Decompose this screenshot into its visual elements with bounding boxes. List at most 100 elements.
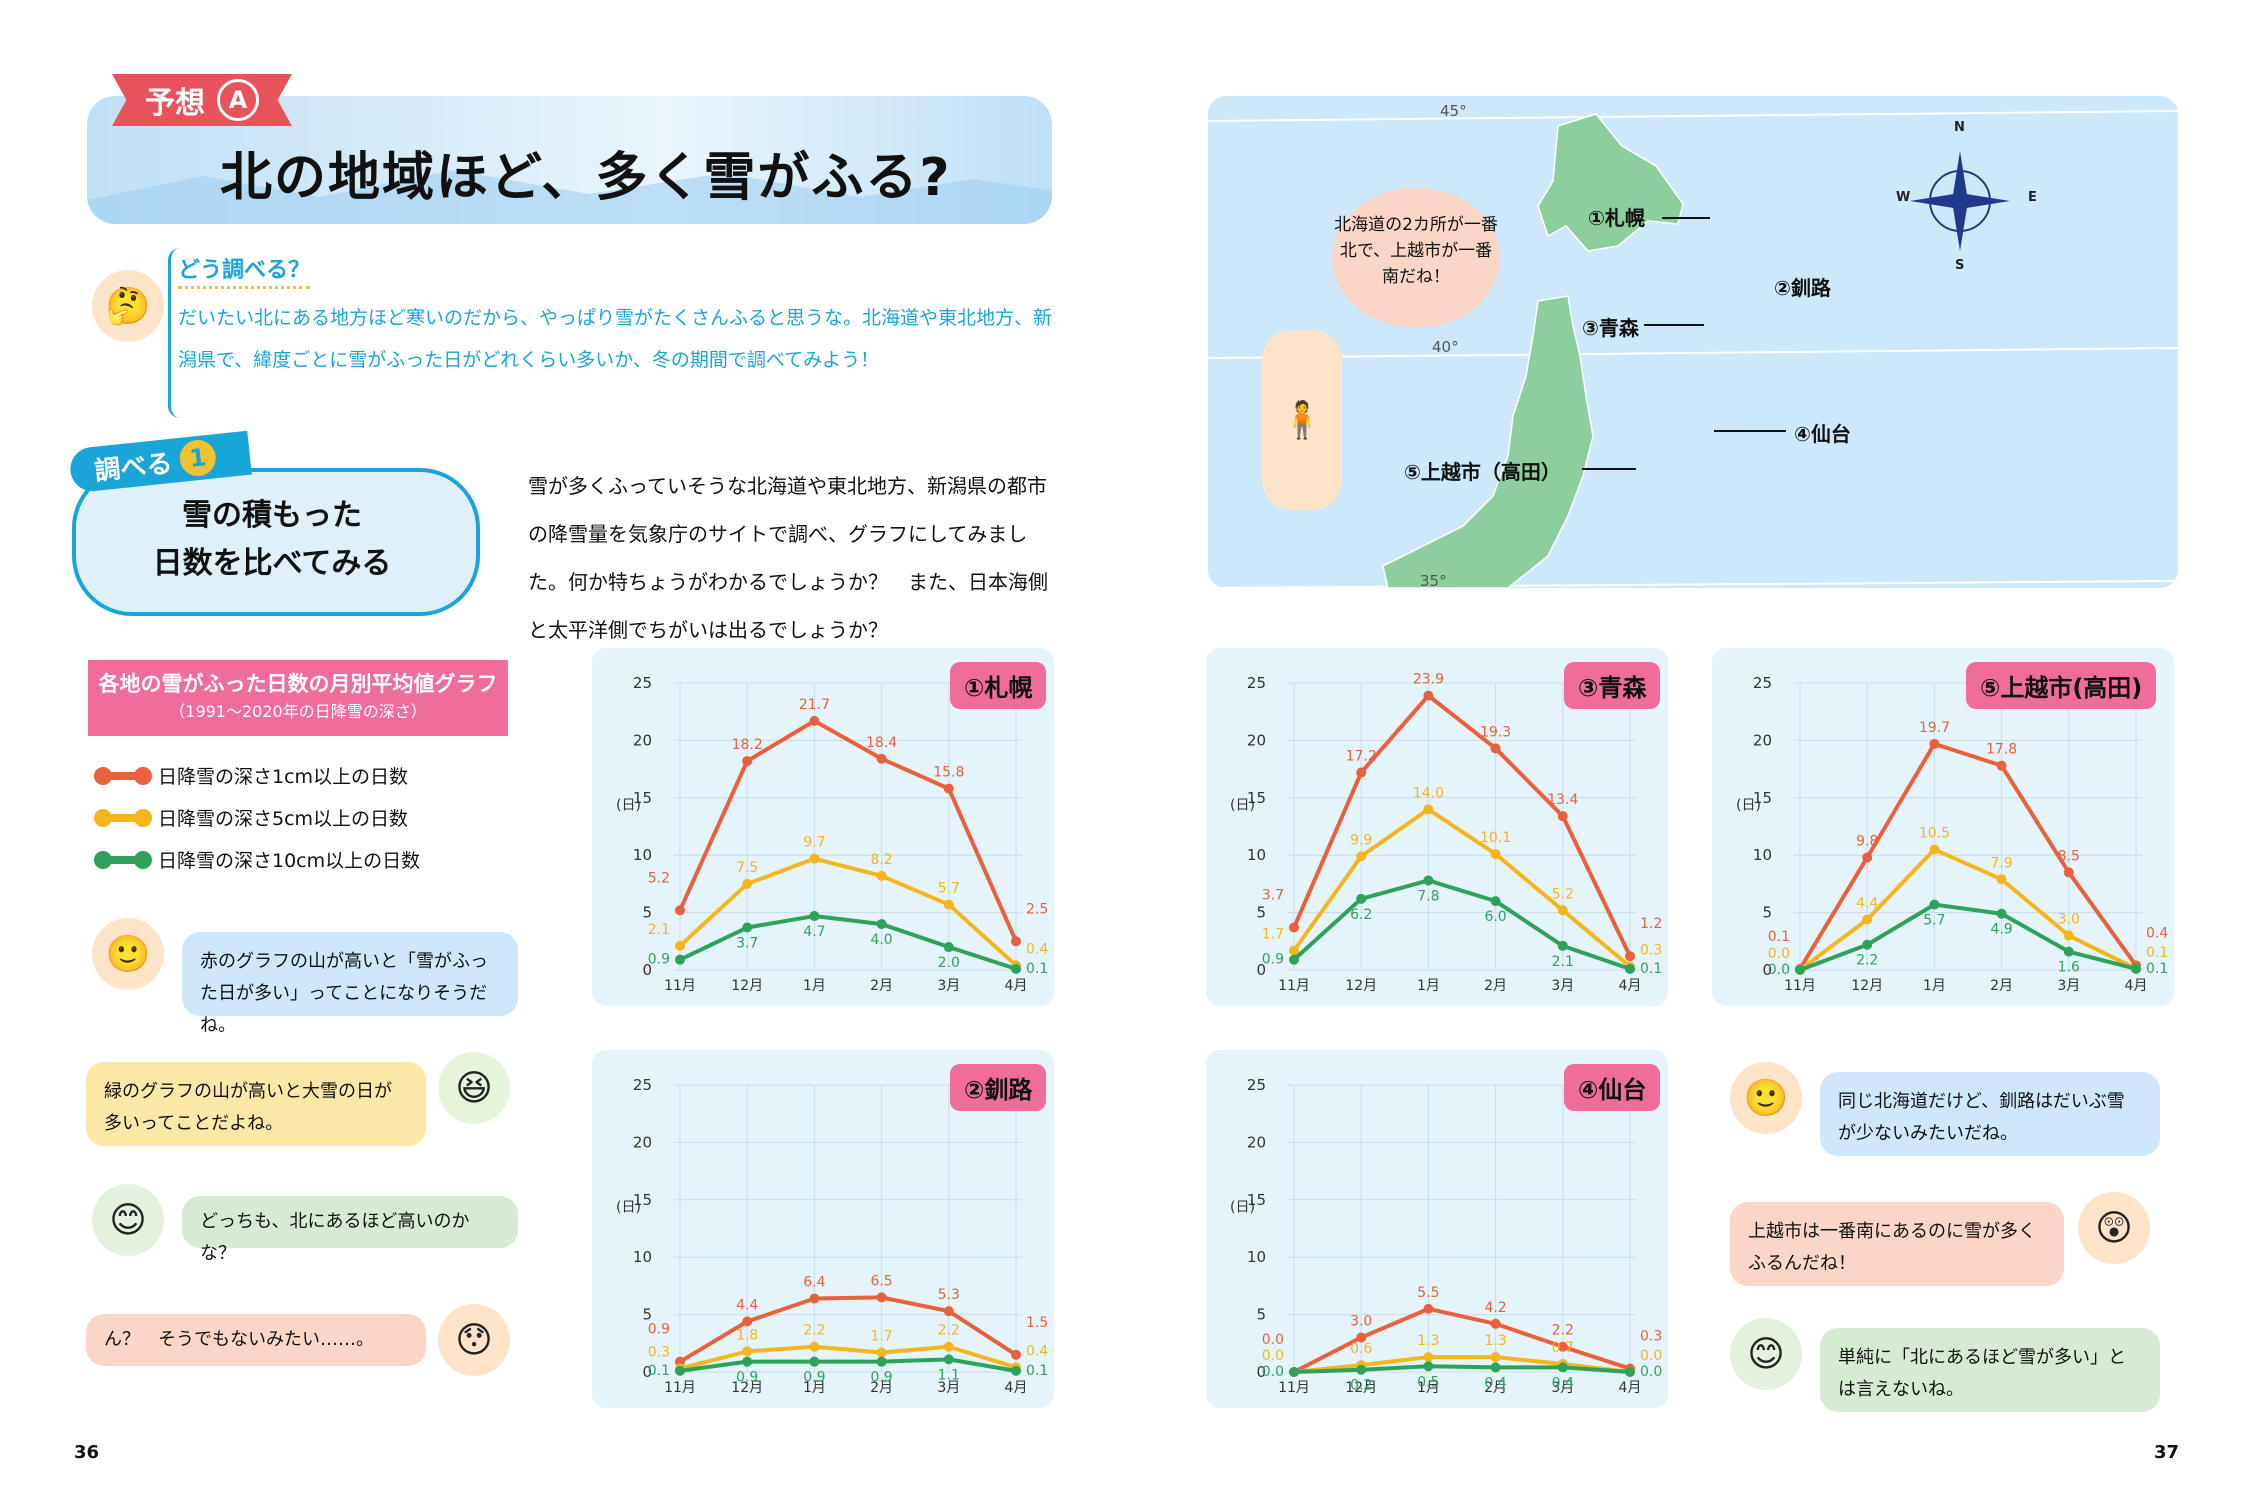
- x-tick-label: 12月: [1345, 1380, 1377, 1396]
- data-label: 1.3: [1417, 1333, 1439, 1349]
- leader-line: [1644, 324, 1704, 326]
- data-label: 4.2: [1484, 1300, 1506, 1316]
- data-label: 1.3: [1484, 1333, 1506, 1349]
- legend-title: 各地の雪がふった日数の月別平均値グラフ: [98, 672, 498, 696]
- data-point: [943, 899, 954, 910]
- data-label: 19.7: [1919, 720, 1950, 736]
- data-label: 0.9: [648, 952, 670, 968]
- series-line: [1292, 878, 1631, 971]
- data-label: 0.9: [870, 1370, 892, 1386]
- data-label: 0.9: [1262, 952, 1284, 968]
- data-point: [1490, 1362, 1501, 1373]
- data-label: 8.2: [870, 852, 892, 868]
- boy-avatar-icon: 🙂: [92, 918, 164, 990]
- data-point: [809, 1293, 820, 1304]
- data-point: [1011, 1365, 1021, 1376]
- data-point: [675, 954, 685, 965]
- series-line: [678, 718, 1018, 943]
- data-label: 5.5: [1417, 1285, 1439, 1301]
- how-text: だいたい北にある地方ほど寒いのだから、やっぱり雪がたくさんふると思うな。北海道や…: [178, 307, 1053, 371]
- data-point: [1289, 1367, 1299, 1377]
- data-point: [809, 715, 820, 726]
- compass-e: E: [2028, 190, 2037, 205]
- compass-n: N: [1954, 120, 1965, 135]
- hypothesis-letter: A: [217, 79, 259, 121]
- data-label: 0.1: [1640, 961, 1662, 977]
- data-label: 0.4: [1484, 1375, 1506, 1391]
- data-point: [876, 1356, 887, 1367]
- data-label: 3.7: [1262, 888, 1284, 904]
- data-point: [1625, 963, 1635, 974]
- data-point: [876, 753, 887, 764]
- city-sendai: ④仙台: [1794, 422, 1851, 446]
- girl-headphones-icon: 😊: [1730, 1318, 1802, 1390]
- x-tick-label: 3月: [937, 1380, 960, 1396]
- speech-bubble: ん？ そうでもないみたい……。: [86, 1314, 426, 1366]
- data-point: [876, 1292, 887, 1303]
- data-label: 2.1: [1552, 954, 1574, 970]
- data-label: 5.7: [1923, 913, 1945, 929]
- section-title-line1: 雪の積もった: [182, 498, 362, 533]
- data-point: [1490, 849, 1501, 860]
- hypothesis-tag-label: 予想: [145, 86, 205, 121]
- data-label: 1.2: [1640, 916, 1662, 932]
- data-point: [2063, 930, 2074, 941]
- y-tick-label: 25: [633, 674, 652, 692]
- x-tick-label: 1月: [803, 1380, 826, 1396]
- y-tick-label: 5: [1256, 1306, 1266, 1324]
- y-tick-label: 0: [1256, 1363, 1266, 1381]
- y-tick-label: 20: [633, 731, 652, 749]
- data-label: 0.9: [803, 1370, 825, 1386]
- section-cloud: [72, 468, 480, 616]
- data-point: [1996, 874, 2007, 885]
- chart-title-kushiro: ②釧路: [950, 1064, 1047, 1111]
- girl-surprised-icon: 😲: [2078, 1192, 2150, 1264]
- data-label: 14.0: [1413, 785, 1444, 801]
- data-label: 0.4: [1026, 941, 1048, 957]
- data-point: [943, 1354, 954, 1365]
- data-label: 0.3: [648, 1345, 670, 1361]
- data-point: [1356, 893, 1367, 904]
- data-label: 0.1: [1026, 1363, 1048, 1379]
- y-tick-label: 15: [1247, 1191, 1266, 1209]
- latitude-40: 40°: [1432, 338, 1459, 356]
- data-label: 3.0: [2058, 912, 2080, 928]
- speech-bubble: どっちも、北にあるほど高いのかな？: [182, 1196, 518, 1264]
- speech-bubble: 単純に「北にあるほど雪が多い」とは言えないね。: [1820, 1328, 2160, 1412]
- data-point: [675, 1365, 685, 1376]
- data-label: 1.6: [2058, 960, 2080, 976]
- data-point: [1996, 760, 2007, 771]
- hypothesis-tag: 予想 A: [112, 74, 292, 126]
- data-point: [1356, 851, 1367, 862]
- data-point: [1929, 738, 1940, 749]
- data-point: [1289, 922, 1299, 933]
- data-label: 2.2: [938, 1323, 960, 1339]
- data-label: 4.0: [870, 932, 892, 948]
- y-axis-label: (日): [1736, 797, 1761, 813]
- data-point: [1289, 945, 1299, 956]
- series-line: [1292, 807, 1632, 969]
- x-tick-label: 4月: [1005, 978, 1028, 994]
- y-tick-label: 20: [1247, 731, 1266, 749]
- data-point: [1557, 1362, 1568, 1373]
- series-line: [678, 1295, 1018, 1364]
- data-point: [876, 870, 887, 881]
- x-tick-label: 1月: [1923, 978, 1946, 994]
- hypothesis-banner: [87, 96, 1052, 224]
- data-label: 0.0: [1768, 946, 1790, 962]
- data-point: [1557, 905, 1568, 916]
- data-label: 0.0: [1640, 1364, 1662, 1380]
- data-point: [2063, 946, 2074, 957]
- data-label: 0.4: [1026, 1343, 1048, 1359]
- series-line: [1293, 1306, 1631, 1374]
- y-tick-label: 0: [1762, 961, 1772, 979]
- data-point: [809, 853, 820, 864]
- y-axis-label: (日): [616, 797, 641, 813]
- data-point: [1289, 954, 1299, 965]
- data-label: 17.2: [1346, 749, 1377, 765]
- girl-standing-icon: 🧍: [1262, 330, 1342, 510]
- data-label: 9.8: [1856, 833, 1878, 849]
- data-label: 0.1: [1026, 961, 1048, 977]
- y-tick-label: 10: [633, 1248, 652, 1266]
- x-tick-label: 1月: [1417, 1380, 1440, 1396]
